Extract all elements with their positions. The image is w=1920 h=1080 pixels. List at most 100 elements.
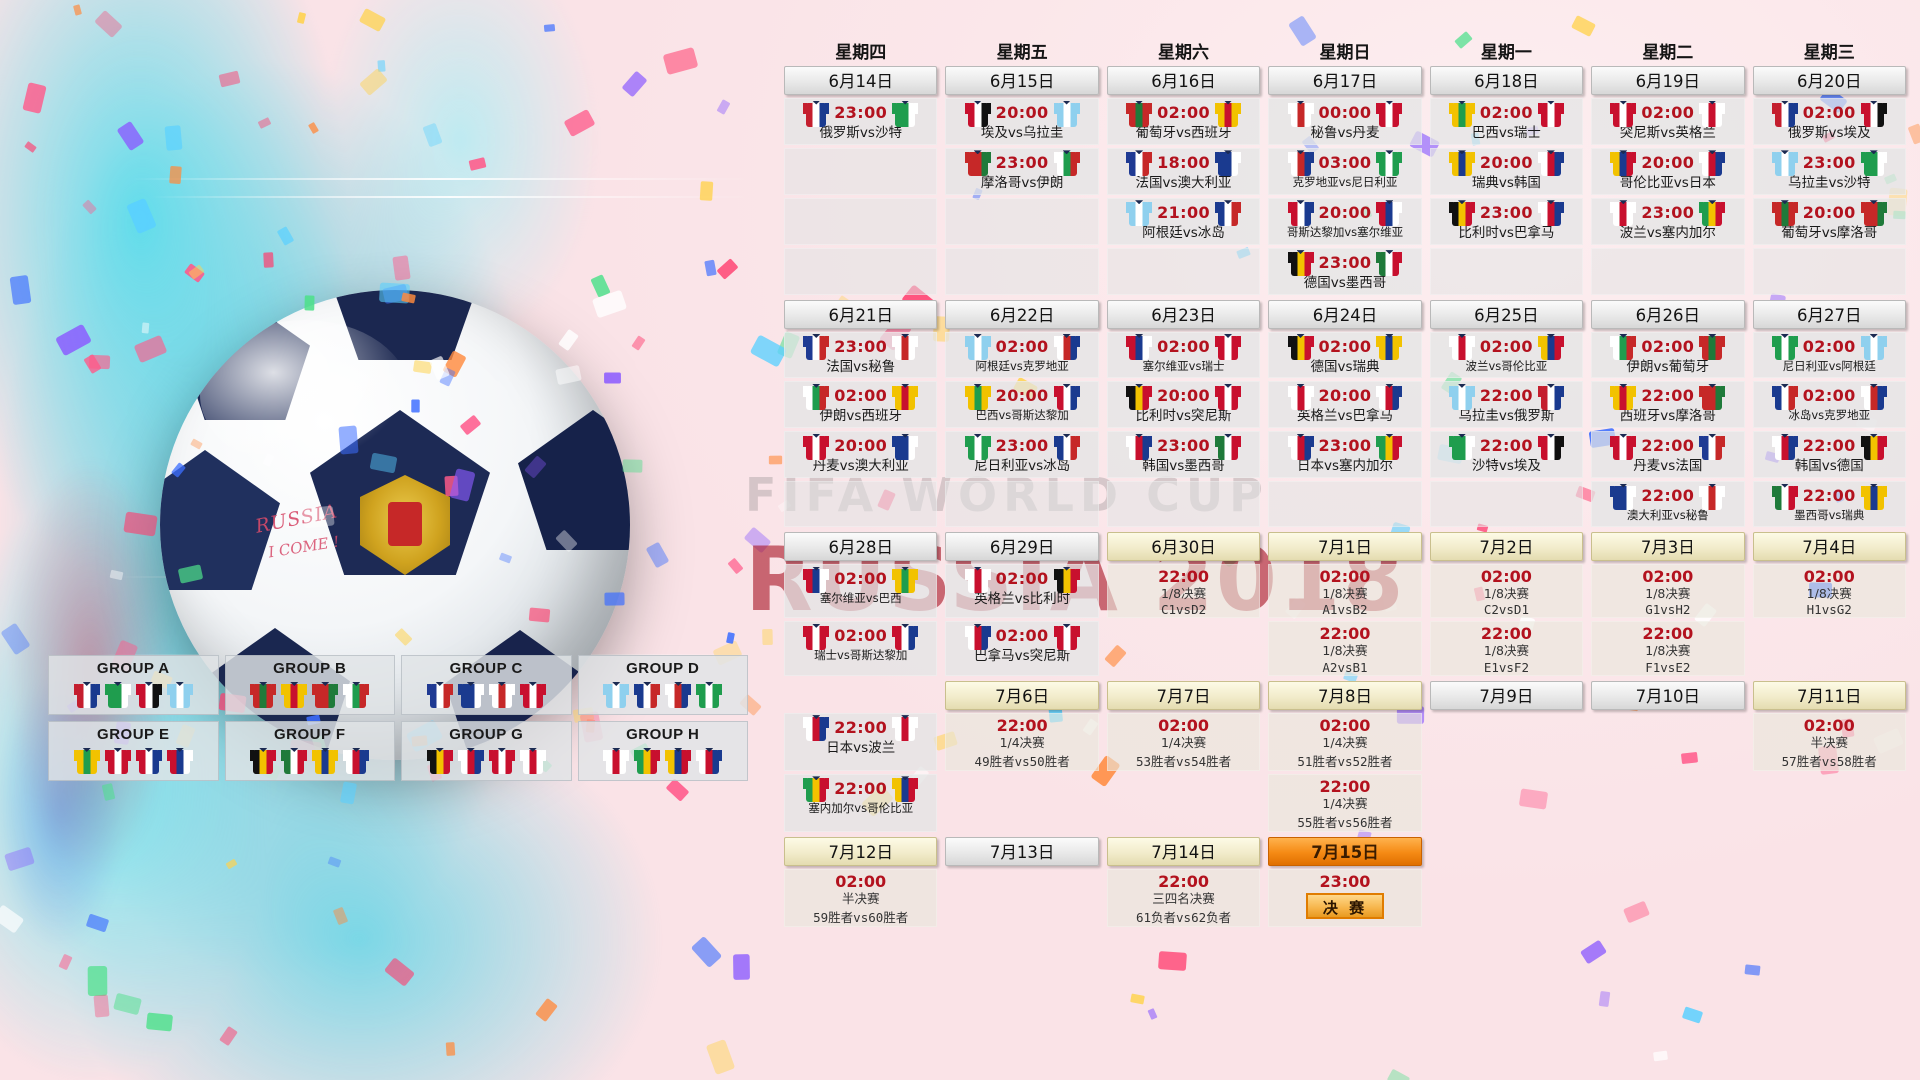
match-cell[interactable]: 02:00 巴拿马vs突尼斯 bbox=[945, 621, 1099, 676]
match-cell[interactable]: 23:00 波兰vs塞内加尔 bbox=[1591, 197, 1745, 245]
date-header-cell[interactable]: 6月26日 bbox=[1591, 299, 1745, 329]
match-cell[interactable]: 20:00 哥斯达黎加vs塞尔维亚 bbox=[1268, 197, 1422, 245]
match-cell[interactable]: 03:00 克罗地亚vs尼日利亚 bbox=[1268, 147, 1422, 195]
match-cell[interactable]: 20:00 巴西vs哥斯达黎加 bbox=[945, 381, 1099, 429]
knockout-match-cell[interactable]: 02:00 半决赛 57胜者vs58胜者 bbox=[1752, 712, 1906, 771]
group-box-group-f[interactable]: GROUP F bbox=[224, 721, 395, 781]
match-cell[interactable]: 02:00 阿根廷vs克罗地亚 bbox=[945, 331, 1099, 379]
knockout-match-cell[interactable]: 02:00 1/8决赛 A1vsB2 bbox=[1268, 564, 1422, 619]
date-header-cell[interactable]: 7月9日 bbox=[1429, 680, 1584, 710]
date-header-cell[interactable]: 7月3日 bbox=[1591, 532, 1745, 562]
date-header-final[interactable]: 7月15日 bbox=[1268, 837, 1422, 867]
match-cell[interactable]: 02:00 巴西vs瑞士 bbox=[1429, 98, 1584, 145]
date-header-cell[interactable]: 7月13日 bbox=[945, 837, 1099, 867]
group-box-group-d[interactable]: GROUP D bbox=[577, 655, 748, 715]
match-cell[interactable]: 21:00 阿根廷vs冰岛 bbox=[1106, 197, 1261, 245]
date-header-cell[interactable]: 7月11日 bbox=[1752, 680, 1906, 710]
knockout-match-cell[interactable]: 22:00 1/4决赛 49胜者vs50胜者 bbox=[945, 712, 1099, 771]
group-box-group-c[interactable]: GROUP C bbox=[401, 655, 572, 715]
date-header-cell[interactable]: 6月22日 bbox=[945, 299, 1099, 329]
knockout-match-cell[interactable]: 02:00 1/8决赛 H1vsG2 bbox=[1752, 564, 1906, 619]
date-header-cell[interactable]: 7月7日 bbox=[1106, 680, 1261, 710]
match-cell[interactable]: 02:00 冰岛vs克罗地亚 bbox=[1752, 381, 1906, 429]
knockout-match-cell[interactable]: 02:00 1/4决赛 51胜者vs52胜者 bbox=[1268, 712, 1422, 771]
group-box-group-e[interactable]: GROUP E bbox=[48, 721, 219, 781]
date-header-cell[interactable]: 6月29日 bbox=[945, 532, 1099, 562]
date-header-cell[interactable]: 7月14日 bbox=[1106, 837, 1261, 867]
group-box-group-b[interactable]: GROUP B bbox=[224, 655, 395, 715]
knockout-match-cell[interactable]: 22:00 1/8决赛 F1vsE2 bbox=[1591, 621, 1745, 676]
group-box-group-g[interactable]: GROUP G bbox=[401, 721, 572, 781]
group-box-group-a[interactable]: GROUP A bbox=[48, 655, 219, 715]
match-cell[interactable]: 02:00 伊朗vs西班牙 bbox=[784, 381, 938, 429]
match-cell[interactable]: 22:00 丹麦vs法国 bbox=[1591, 431, 1745, 479]
match-cell[interactable]: 22:00 日本vs波兰 bbox=[784, 712, 938, 771]
date-header-cell[interactable]: 7月2日 bbox=[1429, 532, 1584, 562]
match-cell[interactable]: 02:00 俄罗斯vs埃及 bbox=[1752, 98, 1906, 145]
match-cell[interactable]: 22:00 沙特vs埃及 bbox=[1429, 431, 1584, 479]
knockout-match-cell[interactable]: 02:00 1/8决赛 C2vsD1 bbox=[1429, 564, 1584, 619]
date-header-cell[interactable]: 6月21日 bbox=[784, 299, 938, 329]
knockout-match-cell[interactable]: 02:00 1/4决赛 53胜者vs54胜者 bbox=[1106, 712, 1261, 771]
knockout-match-cell[interactable]: 22:00 1/8决赛 C1vsD2 bbox=[1106, 564, 1261, 619]
match-cell[interactable]: 20:00 丹麦vs澳大利亚 bbox=[784, 431, 938, 479]
match-cell[interactable]: 20:00 瑞典vs韩国 bbox=[1429, 147, 1584, 195]
knockout-match-cell[interactable]: 02:00 半决赛 59胜者vs60胜者 bbox=[784, 869, 938, 928]
date-header-cell[interactable]: 6月19日 bbox=[1591, 66, 1745, 95]
date-header-cell[interactable]: 6月25日 bbox=[1429, 299, 1584, 329]
match-cell[interactable]: 20:00 比利时vs突尼斯 bbox=[1106, 381, 1261, 429]
match-cell[interactable]: 00:00 秘鲁vs丹麦 bbox=[1268, 98, 1422, 145]
match-cell[interactable]: 22:00 西班牙vs摩洛哥 bbox=[1591, 381, 1745, 429]
match-cell[interactable]: 23:00 日本vs塞内加尔 bbox=[1268, 431, 1422, 479]
match-cell[interactable]: 23:00 尼日利亚vs冰岛 bbox=[945, 431, 1099, 479]
knockout-match-cell[interactable]: 02:00 1/8决赛 G1vsH2 bbox=[1591, 564, 1745, 619]
match-cell[interactable]: 23:00 乌拉圭vs沙特 bbox=[1752, 147, 1906, 195]
match-cell[interactable]: 02:00 塞尔维亚vs巴西 bbox=[784, 564, 938, 619]
match-cell[interactable]: 18:00 法国vs澳大利亚 bbox=[1106, 147, 1261, 195]
match-cell[interactable]: 02:00 塞尔维亚vs瑞士 bbox=[1106, 331, 1261, 379]
date-header-cell[interactable]: 6月16日 bbox=[1106, 66, 1261, 95]
date-header-cell[interactable]: 6月27日 bbox=[1752, 299, 1906, 329]
date-header-cell[interactable]: 6月30日 bbox=[1106, 532, 1261, 562]
match-cell[interactable]: 22:00 乌拉圭vs俄罗斯 bbox=[1429, 381, 1584, 429]
knockout-match-cell[interactable]: 22:00 1/4决赛 55胜者vs56胜者 bbox=[1268, 773, 1422, 833]
date-header-cell[interactable]: 7月8日 bbox=[1268, 680, 1422, 710]
date-header-cell[interactable]: 7月4日 bbox=[1752, 532, 1906, 562]
knockout-match-cell[interactable]: 22:00 1/8决赛 A2vsB1 bbox=[1268, 621, 1422, 676]
knockout-match-cell[interactable]: 22:00 三四名决赛 61负者vs62负者 bbox=[1106, 869, 1261, 928]
match-cell[interactable]: 23:00 法国vs秘鲁 bbox=[784, 331, 938, 379]
date-header-cell[interactable]: 7月6日 bbox=[945, 680, 1099, 710]
match-cell[interactable]: 20:00 英格兰vs巴拿马 bbox=[1268, 381, 1422, 429]
date-header-cell[interactable]: 7月1日 bbox=[1268, 532, 1422, 562]
match-cell[interactable]: 02:00 瑞士vs哥斯达黎加 bbox=[784, 621, 938, 676]
date-header-cell[interactable]: 6月23日 bbox=[1106, 299, 1261, 329]
match-cell[interactable]: 22:00 墨西哥vs瑞典 bbox=[1752, 481, 1906, 528]
match-cell[interactable]: 02:00 英格兰vs比利时 bbox=[945, 564, 1099, 619]
date-header-cell[interactable]: 6月20日 bbox=[1752, 66, 1906, 95]
date-header-cell[interactable]: 7月10日 bbox=[1591, 680, 1745, 710]
date-header-cell[interactable]: 6月15日 bbox=[945, 66, 1099, 95]
group-box-group-h[interactable]: GROUP H bbox=[577, 721, 748, 781]
match-cell[interactable]: 02:00 葡萄牙vs西班牙 bbox=[1106, 98, 1261, 145]
match-cell[interactable]: 20:00 葡萄牙vs摩洛哥 bbox=[1752, 197, 1906, 245]
match-cell[interactable]: 23:00 比利时vs巴拿马 bbox=[1429, 197, 1584, 245]
match-cell[interactable]: 02:00 伊朗vs葡萄牙 bbox=[1591, 331, 1745, 379]
match-cell[interactable]: 02:00 突尼斯vs英格兰 bbox=[1591, 98, 1745, 145]
match-cell[interactable]: 02:00 尼日利亚vs阿根廷 bbox=[1752, 331, 1906, 379]
final-match-cell[interactable]: 23:00 决 赛 bbox=[1268, 869, 1422, 928]
knockout-match-cell[interactable]: 22:00 1/8决赛 E1vsF2 bbox=[1429, 621, 1584, 676]
date-header-cell[interactable]: 7月12日 bbox=[784, 837, 938, 867]
match-cell[interactable]: 23:00 摩洛哥vs伊朗 bbox=[945, 147, 1099, 195]
match-cell[interactable]: 02:00 波兰vs哥伦比亚 bbox=[1429, 331, 1584, 379]
match-cell[interactable]: 22:00 塞内加尔vs哥伦比亚 bbox=[784, 773, 938, 833]
match-cell[interactable]: 23:00 俄罗斯vs沙特 bbox=[784, 98, 938, 145]
date-header-cell[interactable]: 6月28日 bbox=[784, 532, 938, 562]
date-header-cell[interactable]: 6月14日 bbox=[784, 66, 938, 95]
date-header-cell[interactable]: 6月24日 bbox=[1268, 299, 1422, 329]
match-cell[interactable]: 02:00 德国vs瑞典 bbox=[1268, 331, 1422, 379]
match-cell[interactable]: 22:00 韩国vs德国 bbox=[1752, 431, 1906, 479]
match-cell[interactable]: 23:00 德国vs墨西哥 bbox=[1268, 247, 1422, 295]
match-cell[interactable]: 20:00 埃及vs乌拉圭 bbox=[945, 98, 1099, 145]
match-cell[interactable]: 20:00 哥伦比亚vs日本 bbox=[1591, 147, 1745, 195]
date-header-cell[interactable]: 6月17日 bbox=[1268, 66, 1422, 95]
